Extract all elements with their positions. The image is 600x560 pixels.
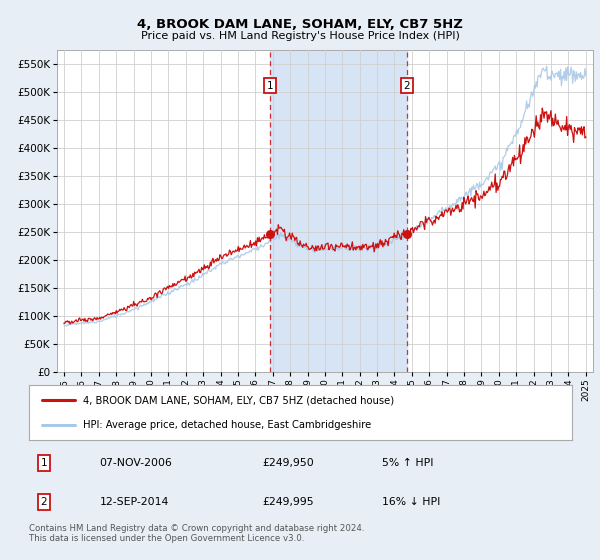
Text: £249,950: £249,950 (262, 458, 314, 468)
Text: 5% ↑ HPI: 5% ↑ HPI (382, 458, 433, 468)
Text: 16% ↓ HPI: 16% ↓ HPI (382, 497, 440, 507)
Text: 12-SEP-2014: 12-SEP-2014 (100, 497, 169, 507)
Text: 4, BROOK DAM LANE, SOHAM, ELY, CB7 5HZ: 4, BROOK DAM LANE, SOHAM, ELY, CB7 5HZ (137, 18, 463, 31)
Text: 4, BROOK DAM LANE, SOHAM, ELY, CB7 5HZ (detached house): 4, BROOK DAM LANE, SOHAM, ELY, CB7 5HZ (… (83, 395, 394, 405)
Text: 1: 1 (41, 458, 47, 468)
Text: £249,995: £249,995 (262, 497, 314, 507)
Text: 2: 2 (404, 81, 410, 91)
Text: HPI: Average price, detached house, East Cambridgeshire: HPI: Average price, detached house, East… (83, 421, 371, 430)
Bar (270, 50, 407, 372)
Text: Price paid vs. HM Land Registry's House Price Index (HPI): Price paid vs. HM Land Registry's House … (140, 31, 460, 41)
Text: 07-NOV-2006: 07-NOV-2006 (100, 458, 172, 468)
Text: 1: 1 (267, 81, 274, 91)
Text: 2: 2 (41, 497, 47, 507)
Text: Contains HM Land Registry data © Crown copyright and database right 2024.
This d: Contains HM Land Registry data © Crown c… (29, 524, 364, 543)
